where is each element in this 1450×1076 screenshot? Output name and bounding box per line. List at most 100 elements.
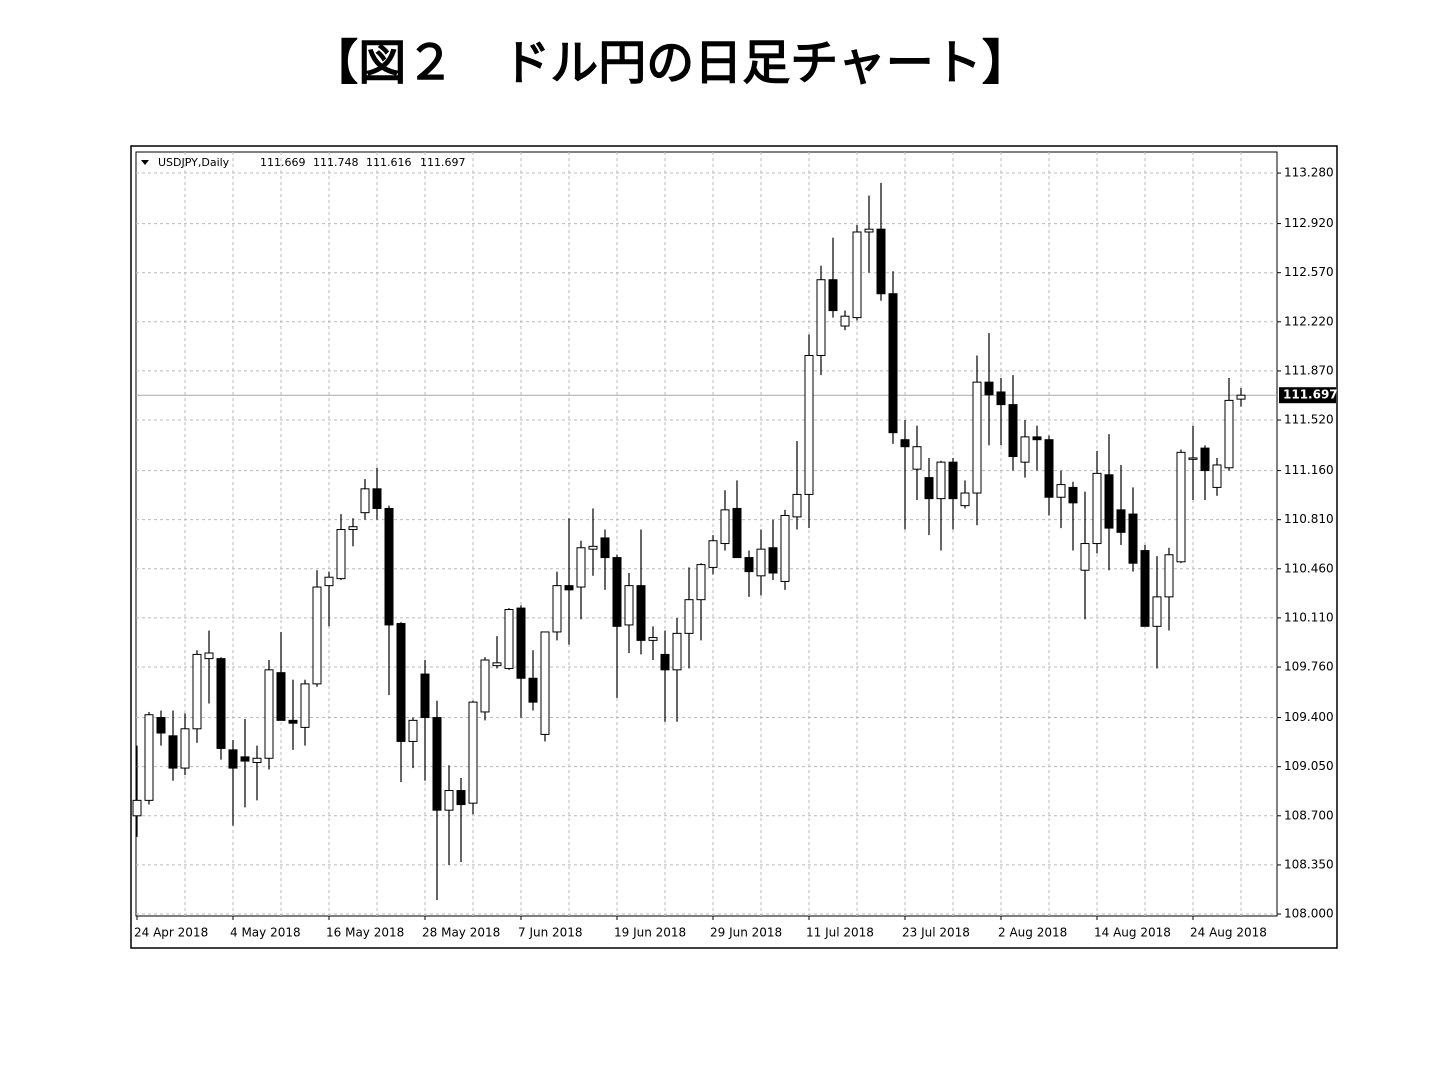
current-price-box (1279, 387, 1336, 404)
candle-body (132, 799, 142, 817)
candle-body (756, 548, 766, 577)
y-tick-label: 108.700 (1284, 808, 1334, 822)
candle-body (804, 354, 814, 495)
candle-body (1116, 509, 1126, 533)
candle-body (660, 653, 670, 671)
candle-body (888, 293, 898, 434)
candle-body (300, 683, 310, 728)
plot-area (135, 151, 1278, 917)
x-tick-label: 28 May 2018 (422, 926, 500, 940)
x-tick-label: 16 May 2018 (326, 926, 404, 940)
candle-body (480, 659, 490, 713)
candle-body (1092, 472, 1102, 545)
candle-body (828, 279, 838, 312)
candle-body (780, 514, 790, 582)
candle-body (228, 749, 238, 769)
y-tick-label: 111.870 (1284, 363, 1334, 377)
candle-body (636, 585, 646, 641)
candle-body (684, 599, 694, 634)
candle-body (1152, 596, 1162, 627)
y-tick-label: 111.520 (1284, 413, 1334, 427)
candle-body (972, 381, 982, 494)
candle-body (336, 529, 346, 580)
candles (132, 182, 1246, 901)
candle-body (276, 672, 286, 721)
candle-body (516, 607, 526, 679)
candle-body (1212, 464, 1222, 488)
candle-body (348, 526, 358, 531)
candle-body (240, 756, 250, 762)
candle-body (204, 652, 214, 660)
symbol-label: USDJPY,Daily (158, 156, 230, 169)
menu-arrow (141, 160, 149, 165)
candle-body (852, 231, 862, 319)
header-high: 111.748 (313, 156, 359, 169)
candle-body (168, 735, 178, 769)
candle-body (816, 279, 826, 356)
candle-body (492, 662, 502, 667)
y-tick-label: 110.110 (1284, 610, 1334, 624)
candle-body (312, 586, 322, 685)
candle-body (528, 677, 538, 703)
candle-body (324, 576, 334, 587)
candle-body (1128, 513, 1138, 564)
candle-body (1224, 399, 1234, 469)
candle-body (252, 757, 262, 763)
y-tick-label: 111.160 (1284, 463, 1334, 477)
candle-body (372, 488, 382, 509)
y-tick-label: 109.400 (1284, 710, 1334, 724)
candle-body (1080, 543, 1090, 571)
y-tick-label: 108.000 (1284, 907, 1334, 921)
candle-body (576, 547, 586, 588)
candle-body (732, 507, 742, 559)
candle-body (624, 585, 634, 626)
candle-body (360, 488, 370, 514)
x-tick-label: 11 Jul 2018 (806, 926, 874, 940)
candle-body (864, 228, 874, 233)
x-tick-label: 2 Aug 2018 (998, 926, 1067, 940)
candle-body (396, 623, 406, 742)
y-tick-label: 112.570 (1284, 265, 1334, 279)
candle-body (456, 790, 466, 806)
candle-body (564, 585, 574, 591)
candle-body (768, 547, 778, 574)
candle-body (744, 557, 754, 573)
candle-body (672, 632, 682, 671)
header-low: 111.616 (366, 156, 412, 169)
candle-body (1164, 554, 1174, 598)
candle-body (960, 492, 970, 507)
candle-body (936, 461, 946, 500)
current-price-label: 111.697 (1283, 388, 1338, 402)
candle-body (192, 653, 202, 730)
candle-body (144, 714, 154, 801)
candle-body (648, 637, 658, 641)
x-tick-label: 4 May 2018 (230, 926, 301, 940)
candle-body (216, 658, 226, 749)
y-tick-label: 109.760 (1284, 660, 1334, 674)
candle-body (540, 631, 550, 735)
y-tick-label: 110.460 (1284, 561, 1334, 575)
candle-body (264, 669, 274, 759)
candle-body (792, 493, 802, 518)
candle-body (1020, 436, 1030, 463)
candle-body (1236, 394, 1246, 400)
x-tick-label: 29 Jun 2018 (710, 926, 782, 940)
y-tick-label: 112.920 (1284, 216, 1334, 230)
y-tick-label: 110.810 (1284, 512, 1334, 526)
candle-body (180, 728, 190, 769)
y-tick-label: 109.050 (1284, 759, 1334, 773)
candle-body (156, 717, 166, 734)
candle-body (444, 790, 454, 811)
candle-body (504, 609, 514, 669)
header-close: 111.697 (420, 156, 466, 169)
candle-body (288, 719, 298, 724)
x-tick-label: 19 Jun 2018 (614, 926, 686, 940)
candle-body (912, 446, 922, 470)
candle-body (900, 439, 910, 448)
candle-body (420, 673, 430, 719)
candle-body (432, 717, 442, 811)
candle-body (408, 719, 418, 742)
x-tick-label: 24 Apr 2018 (134, 926, 208, 940)
